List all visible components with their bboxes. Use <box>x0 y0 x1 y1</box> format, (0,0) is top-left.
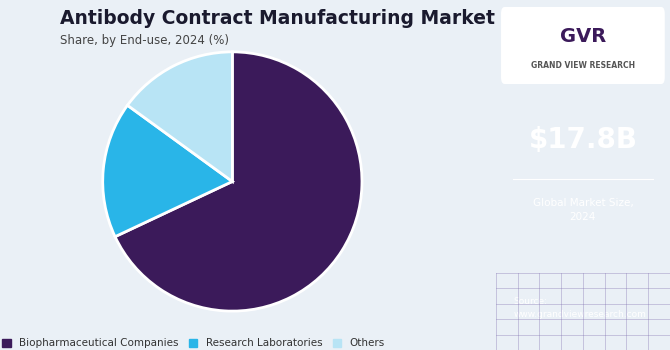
Text: Share, by End-use, 2024 (%): Share, by End-use, 2024 (%) <box>60 34 229 47</box>
Wedge shape <box>103 105 232 237</box>
Text: Global Market Size,
2024: Global Market Size, 2024 <box>533 198 633 222</box>
Text: $17.8B: $17.8B <box>529 126 637 154</box>
Wedge shape <box>115 52 362 311</box>
FancyBboxPatch shape <box>501 7 665 84</box>
Text: Source:
www.grandviewresearch.com: Source: www.grandviewresearch.com <box>513 297 646 319</box>
Text: GVR: GVR <box>559 27 606 46</box>
Text: Antibody Contract Manufacturing Market: Antibody Contract Manufacturing Market <box>60 9 495 28</box>
Text: GRAND VIEW RESEARCH: GRAND VIEW RESEARCH <box>531 61 635 70</box>
Wedge shape <box>127 52 232 182</box>
Legend: Biopharmaceutical Companies, Research Laboratories, Others: Biopharmaceutical Companies, Research La… <box>3 338 385 348</box>
